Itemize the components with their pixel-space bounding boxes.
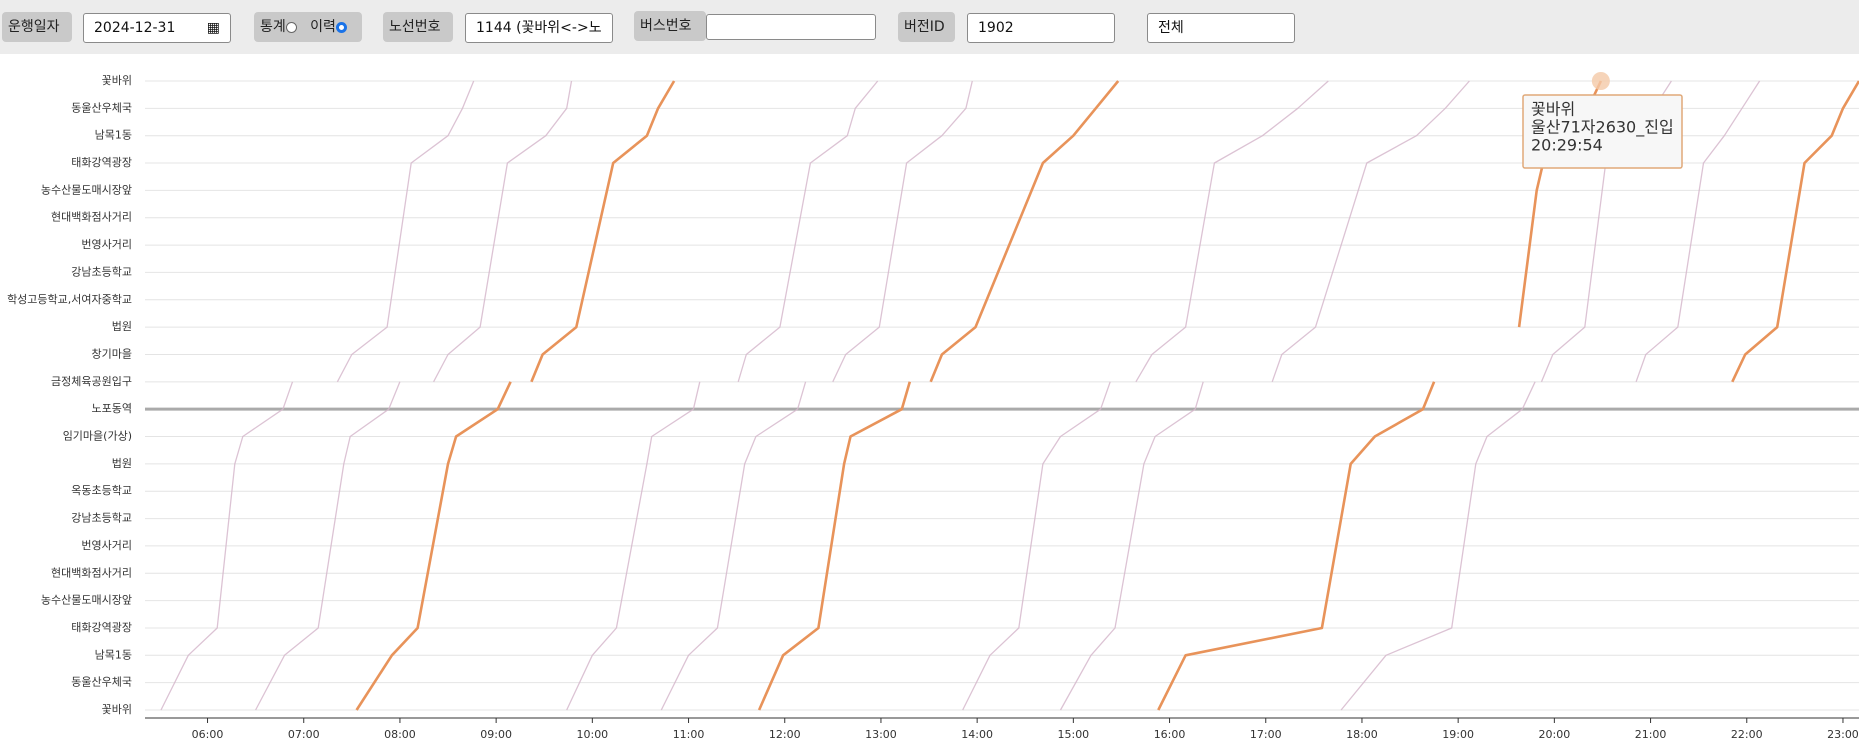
date-value: 2024-12-31 bbox=[94, 20, 176, 36]
version-label: 버전ID bbox=[898, 12, 955, 42]
trip-line bbox=[1635, 80, 1761, 383]
tooltip-box bbox=[1522, 94, 1683, 169]
y-tick-label: 번영사거리 bbox=[81, 539, 132, 552]
trip-line bbox=[530, 80, 676, 383]
x-tick-label: 13:00 bbox=[865, 728, 897, 741]
x-tick-label: 21:00 bbox=[1635, 728, 1667, 741]
y-tick-label: 꽃바위 bbox=[102, 703, 132, 716]
trip-line bbox=[1059, 381, 1204, 711]
trip-line bbox=[355, 381, 512, 711]
trip-line bbox=[757, 381, 912, 711]
y-tick-label: 강남초등학교 bbox=[71, 512, 132, 525]
trip-line bbox=[255, 381, 401, 711]
history-radio[interactable] bbox=[335, 21, 347, 33]
trip-line bbox=[1731, 80, 1859, 383]
y-tick-label: 옥동초등학교 bbox=[71, 484, 132, 497]
y-tick-label: 금정체육공원입구 bbox=[51, 375, 132, 388]
x-tick-label: 12:00 bbox=[769, 728, 801, 741]
chart: 꽃바위동울산우체국남목1동태화강역광장농수산물도매시장앞현대백화점사거리번영사거… bbox=[7, 72, 1859, 741]
y-tick-label: 태화강역광장 bbox=[71, 621, 132, 634]
x-tick-label: 07:00 bbox=[288, 728, 320, 741]
x-tick-label: 16:00 bbox=[1154, 728, 1186, 741]
route-select[interactable]: 1144 (꽃바위<->노 bbox=[465, 13, 613, 43]
y-tick-label: 현대백화점사거리 bbox=[51, 566, 132, 579]
y-tick-label: 남목1동 bbox=[95, 648, 132, 661]
x-tick-label: 19:00 bbox=[1442, 728, 1474, 741]
route-value: 1144 (꽃바위<->노 bbox=[476, 20, 602, 36]
history-label: 이력 bbox=[310, 19, 336, 35]
y-tick-label: 법원 bbox=[112, 320, 132, 333]
trip-line bbox=[1157, 381, 1436, 711]
y-tick-label: 번영사거리 bbox=[81, 238, 132, 251]
tooltip-line: 20:29:54 bbox=[1531, 136, 1603, 155]
y-tick-label: 노포동역 bbox=[92, 402, 132, 415]
trip-line bbox=[1340, 381, 1536, 711]
stat-radio[interactable] bbox=[285, 21, 297, 33]
tooltip-line: 울산71자2630_진입 bbox=[1531, 118, 1674, 138]
trip-line bbox=[737, 80, 879, 382]
x-tick-label: 10:00 bbox=[576, 728, 608, 741]
trip-line bbox=[433, 80, 573, 383]
y-tick-label: 남목1동 bbox=[95, 129, 132, 142]
trip-line bbox=[660, 381, 807, 711]
trip-line bbox=[566, 381, 701, 711]
y-tick-label: 농수산물도매시장앞 bbox=[41, 594, 132, 607]
filter-value: 전체 bbox=[1158, 20, 1184, 36]
x-tick-label: 15:00 bbox=[1057, 728, 1089, 741]
version-select[interactable]: 1902 bbox=[967, 13, 1115, 43]
y-tick-label: 강남초등학교 bbox=[71, 265, 132, 278]
x-tick-label: 06:00 bbox=[192, 728, 224, 741]
y-tick-label: 창기마을 bbox=[92, 347, 132, 360]
tooltip-line: 꽃바위 bbox=[1531, 100, 1575, 119]
x-tick-label: 23:00 bbox=[1827, 728, 1859, 741]
y-tick-label: 꽃바위 bbox=[102, 74, 132, 87]
bus-label: 버스번호 bbox=[634, 11, 706, 41]
calendar-icon: ▦ bbox=[206, 20, 220, 36]
bus-input[interactable] bbox=[706, 14, 876, 40]
x-tick-label: 08:00 bbox=[384, 728, 416, 741]
date-label: 운행일자 bbox=[2, 12, 72, 42]
mode-group: 통계 이력 bbox=[254, 12, 362, 42]
y-tick-label: 임기마을(가상) bbox=[63, 430, 132, 443]
x-tick-label: 17:00 bbox=[1250, 728, 1282, 741]
trip-line bbox=[1271, 80, 1470, 383]
trip-line bbox=[1135, 80, 1329, 383]
y-tick-label: 태화강역광장 bbox=[71, 156, 132, 169]
y-tick-label: 학성고등학교,서여자중학교 bbox=[7, 293, 132, 306]
y-tick-label: 동울산우체국 bbox=[71, 101, 132, 114]
hover-point bbox=[1591, 72, 1610, 90]
x-tick-label: 11:00 bbox=[673, 728, 705, 741]
x-tick-label: 09:00 bbox=[480, 728, 512, 741]
trip-line bbox=[336, 80, 475, 383]
date-input[interactable]: 2024-12-31 ▦ bbox=[83, 13, 231, 43]
route-label: 노선번호 bbox=[383, 12, 453, 42]
toolbar: 운행일자 2024-12-31 ▦ 통계 이력 노선번호 1144 (꽃바위<->… bbox=[0, 0, 1859, 54]
x-tick-label: 14:00 bbox=[961, 728, 993, 741]
y-tick-label: 동울산우체국 bbox=[71, 676, 132, 689]
y-tick-label: 법원 bbox=[112, 457, 132, 470]
trip-line bbox=[160, 381, 294, 711]
x-tick-label: 20:00 bbox=[1539, 728, 1571, 741]
stat-label: 통계 bbox=[260, 19, 286, 35]
version-value: 1902 bbox=[978, 20, 1014, 36]
trip-line bbox=[832, 80, 973, 383]
trip-line bbox=[962, 381, 1111, 711]
trip-line bbox=[929, 80, 1120, 383]
y-tick-label: 농수산물도매시장앞 bbox=[41, 183, 132, 196]
x-tick-label: 18:00 bbox=[1346, 728, 1378, 741]
filter-select[interactable]: 전체 bbox=[1147, 13, 1295, 43]
x-tick-label: 22:00 bbox=[1731, 728, 1763, 741]
y-tick-label: 현대백화점사거리 bbox=[51, 211, 132, 224]
